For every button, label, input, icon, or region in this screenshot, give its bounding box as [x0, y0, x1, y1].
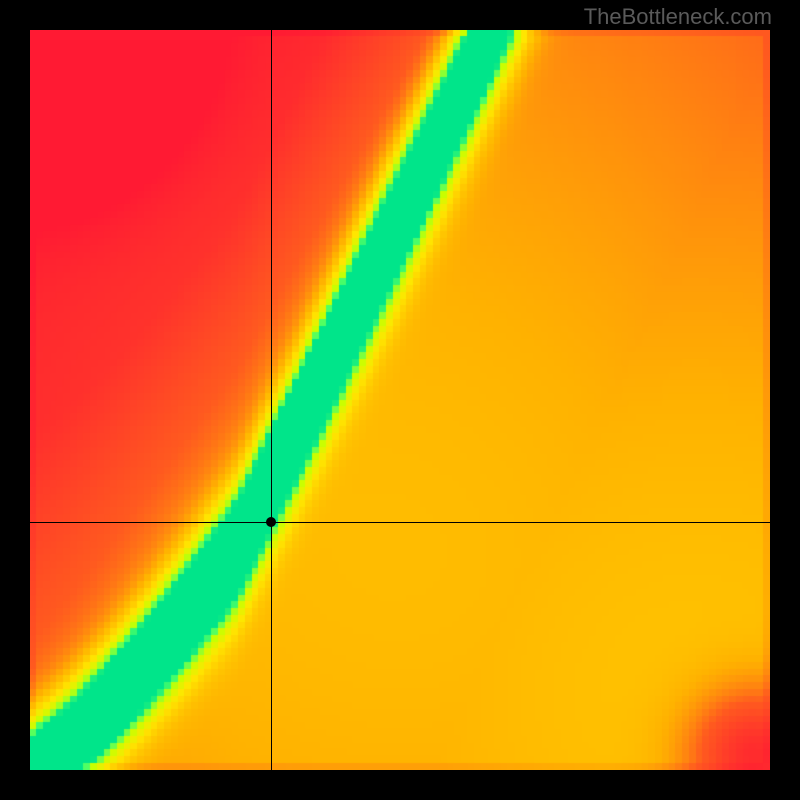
- crosshair-horizontal: [30, 522, 770, 523]
- heatmap-canvas: [30, 30, 770, 770]
- attribution-label: TheBottleneck.com: [584, 4, 772, 30]
- bottleneck-heatmap: [30, 30, 770, 770]
- crosshair-vertical: [271, 30, 272, 770]
- selection-marker[interactable]: [266, 517, 276, 527]
